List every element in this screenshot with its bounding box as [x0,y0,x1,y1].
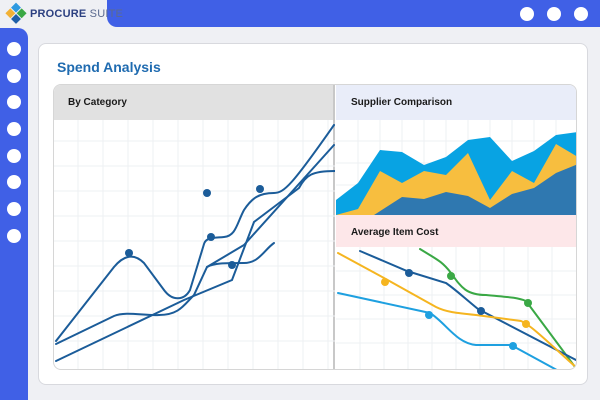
sidebar-nav-dot-icon[interactable] [7,42,21,56]
window-control-dot-icon[interactable] [520,7,534,21]
brand-bold: PROCURE [30,8,87,20]
top-bar [107,0,600,27]
brand-name: PROCURE SUITE [30,8,123,20]
window-control-dot-icon[interactable] [547,7,561,21]
sidebar-nav-dot-icon[interactable] [7,95,21,109]
page-title: Spend Analysis [57,59,161,75]
sidebar-nav-dot-icon[interactable] [7,229,21,243]
sidebar-nav-dot-icon[interactable] [7,122,21,136]
sidebar-nav-dot-icon[interactable] [7,202,21,216]
supplier-comparison-header: Supplier Comparison [336,85,576,120]
spend-analysis-card: Spend Analysis [38,43,588,385]
by-category-panel: By Category [54,85,335,370]
average-item-cost-header: Average Item Cost [336,215,576,247]
supplier-comparison-panel: Supplier Comparison [336,85,577,215]
sidebar [0,28,28,400]
window-control-dot-icon[interactable] [574,7,588,21]
average-item-cost-panel: Average Item Cost [336,215,577,370]
window-controls [520,7,588,21]
by-category-header: By Category [54,85,333,120]
average-item-cost-chart[interactable] [336,215,577,370]
sidebar-nav-dot-icon[interactable] [7,149,21,163]
sidebar-nav-dot-icon[interactable] [7,175,21,189]
charts-container: By Category Supplier Comparison [53,84,577,370]
logo-diamond-icon [5,2,28,26]
supplier-comparison-chart[interactable] [336,85,577,215]
app-logo[interactable]: PROCURE SUITE [5,2,123,24]
brand-light: SUITE [86,8,124,20]
by-category-chart[interactable] [54,85,335,370]
sidebar-nav-dot-icon[interactable] [7,69,21,83]
